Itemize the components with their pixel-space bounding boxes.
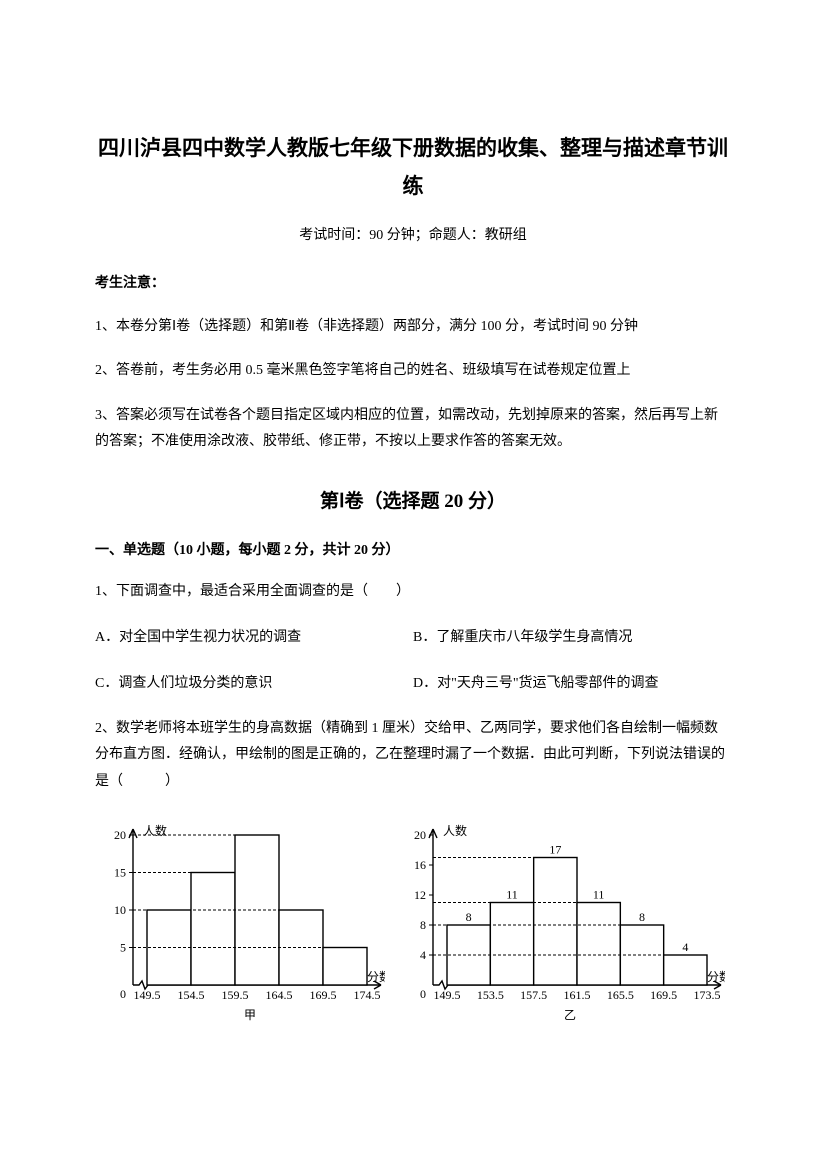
svg-text:173.5: 173.5 bbox=[694, 988, 721, 1002]
notice-item-1: 1、本卷分第Ⅰ卷（选择题）和第Ⅱ卷（非选择题）两部分，满分 100 分，考试时间… bbox=[95, 314, 731, 341]
svg-text:分数: 分数 bbox=[707, 969, 725, 984]
part-1-title: 一、单选题（10 小题，每小题 2 分，共计 20 分） bbox=[95, 539, 731, 559]
svg-text:11: 11 bbox=[506, 888, 518, 902]
q1-choice-b: B．了解重庆市八年级学生身高情况 bbox=[413, 624, 731, 652]
page: 四川泸县四中数学人教版七年级下册数据的收集、整理与描述章节训练 考试时间：90 … bbox=[0, 0, 826, 1169]
svg-text:169.5: 169.5 bbox=[650, 988, 677, 1002]
svg-text:161.5: 161.5 bbox=[564, 988, 591, 1002]
histogram-charts: 51015200人数分数149.5154.5159.5164.5169.5174… bbox=[95, 813, 731, 1028]
svg-text:甲: 甲 bbox=[244, 1008, 256, 1022]
svg-text:人数: 人数 bbox=[143, 823, 167, 838]
svg-text:165.5: 165.5 bbox=[607, 988, 634, 1002]
svg-text:人数: 人数 bbox=[443, 823, 467, 838]
chart-yi-svg: 4 8 12 16 20 0 人数分数 149.5 153.5 157.5 161.5 165.5 16… bbox=[395, 813, 725, 1023]
question-1-choices-row2: C．调查人们垃圾分类的意识 D．对"天舟三号"货运飞船零部件的调查 bbox=[95, 670, 731, 698]
svg-text:153.5: 153.5 bbox=[477, 988, 504, 1002]
notice-heading: 考生注意： bbox=[95, 272, 731, 292]
svg-text:12: 12 bbox=[414, 888, 426, 902]
chart-yi: 4 8 12 16 20 0 人数分数 149.5 153.5 157.5 161.5 165.5 16… bbox=[395, 813, 725, 1028]
svg-text:4: 4 bbox=[682, 940, 688, 954]
svg-text:11: 11 bbox=[593, 888, 605, 902]
svg-text:169.5: 169.5 bbox=[310, 988, 337, 1002]
q1-choice-a: A．对全国中学生视力状况的调查 bbox=[95, 624, 413, 652]
question-1-choices-row1: A．对全国中学生视力状况的调查 B．了解重庆市八年级学生身高情况 bbox=[95, 624, 731, 652]
svg-text:8: 8 bbox=[466, 910, 472, 924]
q1-choice-d: D．对"天舟三号"货运飞船零部件的调查 bbox=[413, 670, 731, 698]
svg-text:174.5: 174.5 bbox=[354, 988, 381, 1002]
doc-subtitle: 考试时间：90 分钟；命题人：教研组 bbox=[95, 224, 731, 244]
svg-text:10: 10 bbox=[114, 903, 126, 917]
svg-text:乙: 乙 bbox=[564, 1008, 576, 1022]
svg-text:20: 20 bbox=[114, 828, 126, 842]
svg-text:分数: 分数 bbox=[367, 969, 385, 984]
svg-text:15: 15 bbox=[114, 866, 126, 880]
svg-text:0: 0 bbox=[420, 987, 426, 1001]
svg-text:8: 8 bbox=[420, 918, 426, 932]
chart-jia-svg: 5 10 15 20 0 人数分数 149.5 154.5 159.5 164.5 169.5 174… bbox=[95, 813, 385, 1023]
svg-text:159.5: 159.5 bbox=[222, 988, 249, 1002]
section-1-title: 第Ⅰ卷（选择题 20 分） bbox=[95, 486, 731, 513]
notice-item-2: 2、答卷前，考生务必用 0.5 毫米黑色签字笔将自己的姓名、班级填写在试卷规定位… bbox=[95, 358, 731, 385]
svg-text:17: 17 bbox=[549, 843, 561, 857]
svg-text:149.5: 149.5 bbox=[434, 988, 461, 1002]
question-2-stem: 2、数学老师将本班学生的身高数据（精确到 1 厘米）交给甲、乙两同学，要求他们各… bbox=[95, 716, 731, 796]
svg-text:154.5: 154.5 bbox=[178, 988, 205, 1002]
svg-text:5: 5 bbox=[120, 941, 126, 955]
svg-text:149.5: 149.5 bbox=[134, 988, 161, 1002]
svg-text:20: 20 bbox=[414, 828, 426, 842]
notice-item-3: 3、答案必须写在试卷各个题目指定区域内相应的位置，如需改动，先划掉原来的答案，然… bbox=[95, 403, 731, 456]
q1-choice-c: C．调查人们垃圾分类的意识 bbox=[95, 670, 413, 698]
svg-text:8: 8 bbox=[639, 910, 645, 924]
svg-text:4: 4 bbox=[420, 948, 426, 962]
svg-text:0: 0 bbox=[120, 987, 126, 1001]
question-1-stem: 1、下面调查中，最适合采用全面调查的是（ ） bbox=[95, 579, 731, 606]
chart-jia: 5 10 15 20 0 人数分数 149.5 154.5 159.5 164.5 169.5 174… bbox=[95, 813, 385, 1028]
svg-text:16: 16 bbox=[414, 858, 426, 872]
svg-text:164.5: 164.5 bbox=[266, 988, 293, 1002]
doc-title: 四川泸县四中数学人教版七年级下册数据的收集、整理与描述章节训练 bbox=[95, 130, 731, 206]
svg-text:157.5: 157.5 bbox=[520, 988, 547, 1002]
